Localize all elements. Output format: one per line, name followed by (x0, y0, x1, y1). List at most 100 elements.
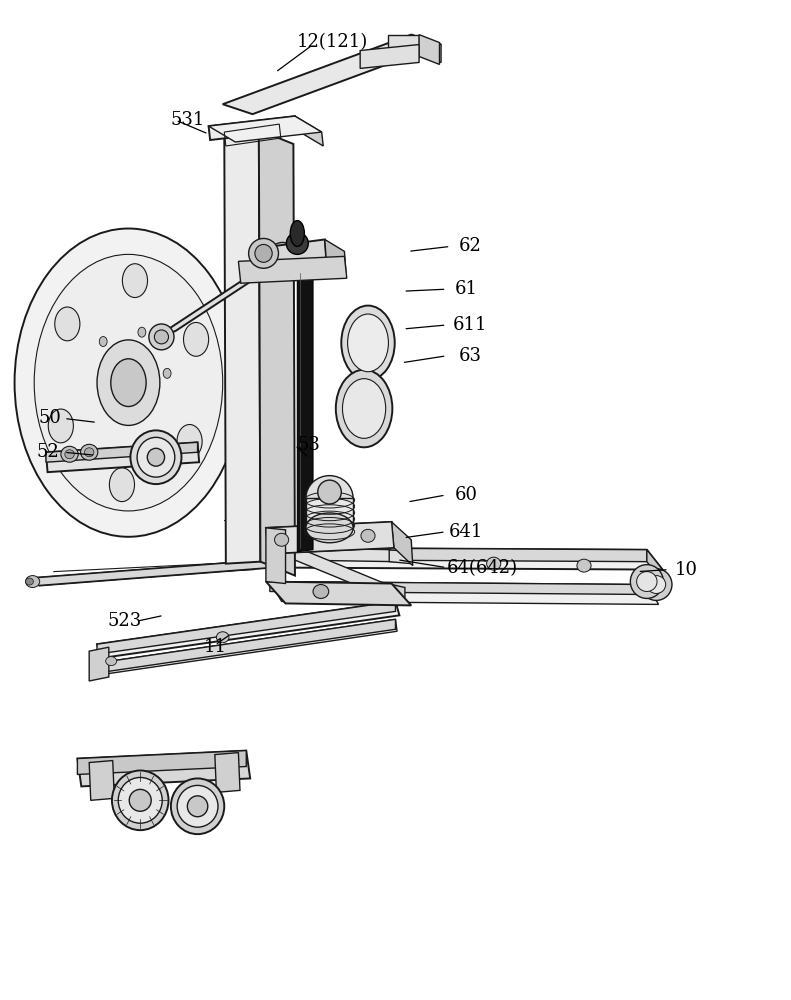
Ellipse shape (81, 444, 98, 460)
Polygon shape (209, 116, 322, 142)
Polygon shape (270, 538, 399, 601)
Ellipse shape (318, 480, 341, 504)
Polygon shape (78, 751, 250, 786)
Ellipse shape (486, 557, 501, 570)
Ellipse shape (147, 448, 165, 466)
Polygon shape (643, 568, 667, 589)
Ellipse shape (61, 446, 78, 462)
Ellipse shape (343, 379, 386, 438)
Ellipse shape (154, 330, 168, 344)
Ellipse shape (290, 221, 305, 246)
Ellipse shape (577, 559, 591, 572)
Polygon shape (97, 601, 399, 658)
Ellipse shape (97, 340, 160, 425)
Ellipse shape (647, 576, 666, 593)
Polygon shape (270, 548, 396, 562)
Polygon shape (209, 116, 297, 140)
Ellipse shape (171, 778, 225, 834)
Ellipse shape (184, 322, 209, 356)
Text: 10: 10 (675, 561, 698, 579)
Ellipse shape (149, 324, 174, 350)
Ellipse shape (274, 533, 289, 546)
Ellipse shape (100, 337, 107, 346)
Text: 12(121): 12(121) (297, 34, 369, 52)
Text: 53: 53 (297, 436, 320, 454)
Polygon shape (89, 647, 109, 681)
Ellipse shape (177, 425, 202, 458)
Polygon shape (97, 601, 396, 654)
Polygon shape (270, 548, 663, 570)
Polygon shape (360, 45, 419, 68)
Polygon shape (266, 528, 286, 584)
Text: 531: 531 (170, 111, 205, 129)
Polygon shape (78, 751, 246, 774)
Polygon shape (97, 619, 397, 675)
Polygon shape (266, 522, 394, 554)
Ellipse shape (286, 232, 308, 254)
Polygon shape (266, 522, 394, 554)
Ellipse shape (630, 565, 664, 598)
Ellipse shape (14, 229, 242, 537)
Ellipse shape (48, 409, 74, 443)
Text: 63: 63 (459, 347, 482, 365)
Ellipse shape (336, 370, 392, 447)
Ellipse shape (347, 314, 388, 372)
Ellipse shape (341, 306, 395, 380)
Polygon shape (388, 584, 405, 597)
Polygon shape (270, 582, 659, 604)
Ellipse shape (255, 244, 272, 262)
Polygon shape (46, 442, 199, 472)
Ellipse shape (137, 437, 175, 477)
Polygon shape (297, 269, 313, 552)
Ellipse shape (274, 249, 290, 265)
Ellipse shape (85, 448, 94, 457)
Polygon shape (270, 548, 647, 562)
Ellipse shape (361, 529, 375, 542)
Ellipse shape (306, 476, 353, 520)
Polygon shape (89, 761, 115, 800)
Ellipse shape (641, 569, 672, 600)
Polygon shape (411, 35, 441, 62)
Text: 62: 62 (459, 237, 482, 255)
Ellipse shape (313, 585, 329, 598)
Ellipse shape (123, 264, 147, 298)
Polygon shape (270, 582, 647, 594)
Ellipse shape (187, 796, 208, 817)
Polygon shape (392, 522, 413, 566)
Polygon shape (238, 256, 346, 283)
Ellipse shape (106, 657, 116, 666)
Polygon shape (295, 116, 324, 146)
Ellipse shape (138, 327, 146, 337)
Ellipse shape (163, 368, 171, 378)
Text: 52: 52 (37, 443, 59, 461)
Polygon shape (647, 550, 663, 582)
Polygon shape (150, 253, 293, 341)
Polygon shape (46, 442, 198, 462)
Ellipse shape (248, 238, 278, 268)
Ellipse shape (217, 632, 229, 643)
Ellipse shape (25, 576, 40, 588)
Ellipse shape (112, 770, 168, 830)
Text: 50: 50 (39, 409, 62, 427)
Ellipse shape (177, 785, 218, 827)
Ellipse shape (118, 777, 162, 823)
Ellipse shape (306, 513, 353, 543)
Polygon shape (389, 550, 411, 564)
Text: 11: 11 (203, 638, 226, 656)
Ellipse shape (34, 254, 223, 511)
Polygon shape (389, 544, 411, 552)
Polygon shape (306, 498, 353, 528)
Polygon shape (388, 35, 419, 57)
Text: 61: 61 (455, 280, 478, 298)
Ellipse shape (65, 450, 74, 459)
Ellipse shape (25, 578, 33, 585)
Polygon shape (266, 582, 411, 605)
Polygon shape (325, 239, 346, 273)
Text: 60: 60 (455, 486, 478, 504)
Ellipse shape (109, 468, 134, 502)
Ellipse shape (111, 359, 146, 407)
Text: 641: 641 (449, 523, 483, 541)
Polygon shape (97, 619, 396, 673)
Text: 611: 611 (453, 316, 487, 334)
Ellipse shape (268, 242, 297, 272)
